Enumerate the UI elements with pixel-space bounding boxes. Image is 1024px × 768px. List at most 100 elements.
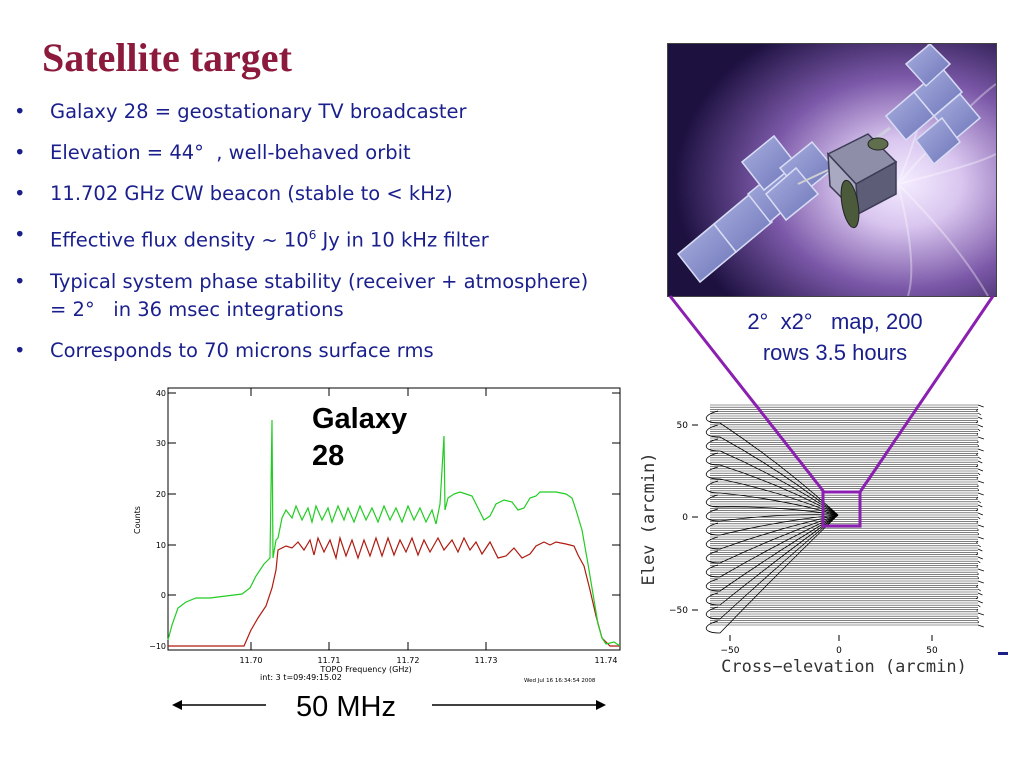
x-tick-label: 11.72 (397, 656, 420, 665)
bullet-text: Corresponds to 70 microns surface rms (50, 338, 434, 362)
scan-spike (976, 564, 979, 568)
spectrum-svg: 40 30 20 10 0 −10 11.70 11.71 11.72 11.7… (133, 387, 621, 684)
satellite-photo (667, 42, 997, 297)
scan-spike (977, 504, 983, 508)
bullet-dot: • (14, 100, 26, 123)
bullet-superscript: 6 (308, 228, 317, 242)
scan-spike (977, 516, 981, 520)
bullet-text: Typical system phase stability (receiver… (50, 269, 589, 321)
y-tick-label: 10 (156, 541, 166, 550)
scan-spike (977, 600, 983, 604)
bullet-text: Galaxy 28 = geostationary TV broadcaster (50, 100, 467, 123)
scan-loop (705, 514, 839, 634)
scan-spike (977, 560, 981, 564)
map-x-tick-label: 0 (836, 646, 842, 656)
scan-loop (705, 508, 839, 522)
scan-spike (977, 548, 983, 552)
scan-spike (977, 568, 985, 572)
x-axis-label: TOPO Frequency (GHz) (319, 665, 411, 674)
spectrum-trace-red (168, 535, 620, 647)
scan-spike (977, 544, 982, 548)
right-arrowhead-icon (596, 700, 606, 710)
bandwidth-indicator: 50 MHz (170, 685, 610, 725)
scan-spike (977, 576, 979, 580)
left-arrowhead-icon (172, 700, 182, 710)
bullet-text: Effective flux density ~ 10 (50, 228, 309, 252)
scan-loop (705, 514, 839, 550)
scan-spike (977, 580, 984, 584)
map-y-axis-label: Elev (arcmin) (639, 452, 659, 585)
scan-spike (977, 588, 982, 592)
scan-spike (977, 500, 982, 504)
scan-spike (977, 532, 979, 536)
bullet-item: • Effective flux density ~ 106 Jy in 10 k… (14, 221, 634, 255)
map-y-tick-label: 0 (682, 513, 688, 523)
map-caption: 2° x2° map, 200 rows 3.5 hours (710, 306, 960, 368)
map-caption-line: 2° x2° map, 200 (747, 309, 923, 334)
scan-loop (705, 494, 839, 516)
map-x-tick-label: −50 (721, 646, 740, 656)
bullet-item: • Galaxy 28 = geostationary TV broadcaste… (14, 98, 634, 126)
bandwidth-label: 50 MHz (296, 691, 396, 723)
scan-loop (705, 514, 839, 620)
scan-spike (976, 520, 979, 524)
scan-spike (976, 608, 979, 612)
map-x-axis-label: Cross−elevation (arcmin) (721, 657, 967, 677)
galaxy-label-line: Galaxy (312, 403, 408, 435)
scan-loop (705, 514, 839, 564)
bullet-dot: • (14, 338, 26, 362)
spectrum-trace-green (167, 419, 621, 647)
y-tick-label: 40 (156, 389, 166, 398)
galaxy-label: Galaxy 28 (312, 401, 407, 475)
scan-spike (977, 620, 979, 624)
scan-spike (977, 556, 983, 560)
scan-spike (976, 540, 979, 544)
y-tick-label: 0 (161, 591, 166, 600)
map-x-tick-label: 50 (926, 646, 938, 656)
bullet-list: • Galaxy 28 = geostationary TV broadcaste… (14, 98, 634, 378)
slide-dash-mark (998, 652, 1008, 655)
bullet-item: • Typical system phase stability (receive… (14, 268, 590, 324)
plot-timestamp: Wed Jul 16 16:34:54 2008 (524, 678, 596, 684)
bullet-item: • 11.702 GHz CW beacon (stable to < kHz) (14, 180, 634, 208)
y-tick-label: 20 (156, 490, 166, 499)
bullet-item: • Elevation = 44° , well-behaved orbit (14, 139, 634, 167)
satellite-icon (668, 42, 997, 297)
bullet-dot: • (14, 223, 26, 246)
bullet-dot: • (14, 182, 26, 205)
scan-loop (705, 514, 839, 606)
galaxy-label-line: 28 (312, 440, 345, 472)
scan-spike (976, 496, 979, 500)
x-tick-label: 11.71 (318, 656, 341, 665)
map-caption-line: rows 3.5 hours (762, 340, 908, 365)
bullet-dot: • (14, 141, 26, 164)
slide-title: Satellite target (42, 35, 292, 80)
scan-spike (975, 596, 979, 600)
y-tick-label: −10 (149, 642, 166, 651)
scan-spike (975, 508, 979, 512)
scan-spike (976, 584, 979, 588)
map-y-tick-label: −50 (669, 606, 688, 616)
x-tick-label: 11.74 (595, 656, 618, 665)
scan-spike (977, 624, 984, 628)
spectrum-plot: 40 30 20 10 0 −10 11.70 11.71 11.72 11.7… (126, 380, 622, 698)
scan-spike (977, 492, 984, 496)
scan-loop (705, 514, 839, 592)
bullet-text: Jy in 10 kHz filter (316, 228, 489, 252)
y-tick-label: 30 (156, 439, 166, 448)
scan-spike (977, 512, 984, 516)
x-tick-label: 11.73 (475, 656, 498, 665)
integration-time: int: 3 t=09:49:15.02 (260, 673, 342, 682)
scan-spike (977, 536, 984, 540)
scan-loop (705, 514, 839, 536)
bullet-dot: • (14, 269, 26, 293)
scan-loop (705, 514, 839, 578)
scan-spike (977, 604, 981, 608)
bullet-text: Elevation = 44° , well-behaved orbit (50, 141, 411, 164)
scan-spike (977, 592, 983, 596)
scan-spike (975, 552, 979, 556)
bullet-item: • Corresponds to 70 microns surface rms (14, 337, 634, 365)
x-tick-label: 11.70 (240, 656, 263, 665)
map-y-tick-label: 50 (677, 421, 689, 431)
scan-spike (977, 524, 985, 528)
